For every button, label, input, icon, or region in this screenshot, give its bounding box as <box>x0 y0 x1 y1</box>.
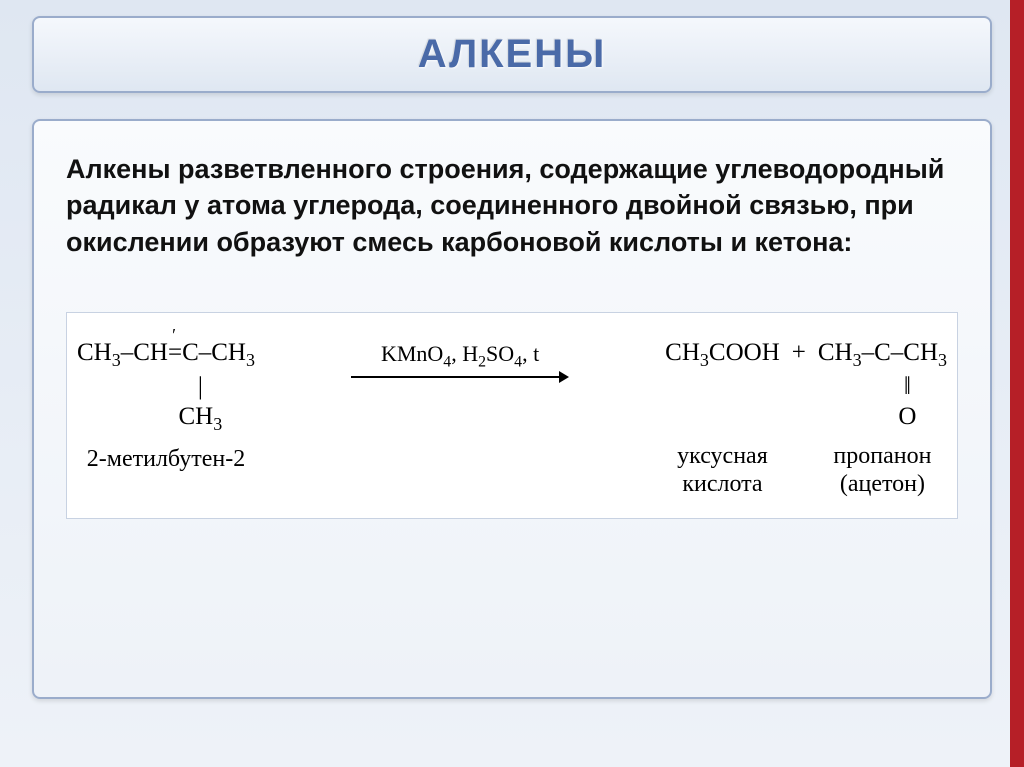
product-ketone-line2: ‖ <box>818 372 947 402</box>
product-ketone-line3: O <box>818 402 947 432</box>
title-box: АЛКЕНЫ <box>32 16 992 93</box>
reactant-formula-line3: CH3 <box>77 402 255 436</box>
content-box: Алкены разветвленного строения, содержащ… <box>32 119 992 699</box>
reaction-conditions: KMnO4, H2SO4, t <box>350 341 570 371</box>
slide-title: АЛКЕНЫ <box>54 32 970 77</box>
product-acid-label1: уксусная <box>665 442 780 471</box>
spacer1 <box>665 372 780 402</box>
accent-bar <box>1010 0 1024 767</box>
products-block: CH3COOH уксусная кислота + CH3–C–CH3 ‖ O… <box>665 337 947 497</box>
product-ketone-label2: (ацетон) <box>818 471 947 498</box>
main-paragraph: Алкены разветвленного строения, содержащ… <box>66 151 958 260</box>
slide-container: АЛКЕНЫ Алкены разветвленного строения, с… <box>0 0 1024 767</box>
product-acid-formula: CH3COOH <box>665 337 780 372</box>
product-ketone-line1: CH3–C–CH3 <box>818 337 947 372</box>
plus-sign: + <box>786 337 812 368</box>
spacer2 <box>665 402 780 432</box>
reactant-label: 2-метилбутен-2 <box>77 445 255 474</box>
reaction-scheme: CH3–CH=C′–CH3 | CH3 2-метилбутен-2 KMnO4… <box>77 337 947 497</box>
product-ketone-block: CH3–C–CH3 ‖ O пропанон (ацетон) <box>818 337 947 497</box>
reactant-formula-line2: | <box>77 372 255 402</box>
reactant-formula-line1: CH3–CH=C′–CH3 <box>77 337 255 372</box>
product-acid-block: CH3COOH уксусная кислота <box>665 337 780 497</box>
product-acid-label2: кислота <box>665 471 780 498</box>
reactant-block: CH3–CH=C′–CH3 | CH3 2-метилбутен-2 <box>77 337 255 474</box>
reaction-area: CH3–CH=C′–CH3 | CH3 2-метилбутен-2 KMnO4… <box>66 312 958 518</box>
arrow-block: KMnO4, H2SO4, t <box>350 341 570 385</box>
product-ketone-label1: пропанон <box>818 442 947 471</box>
